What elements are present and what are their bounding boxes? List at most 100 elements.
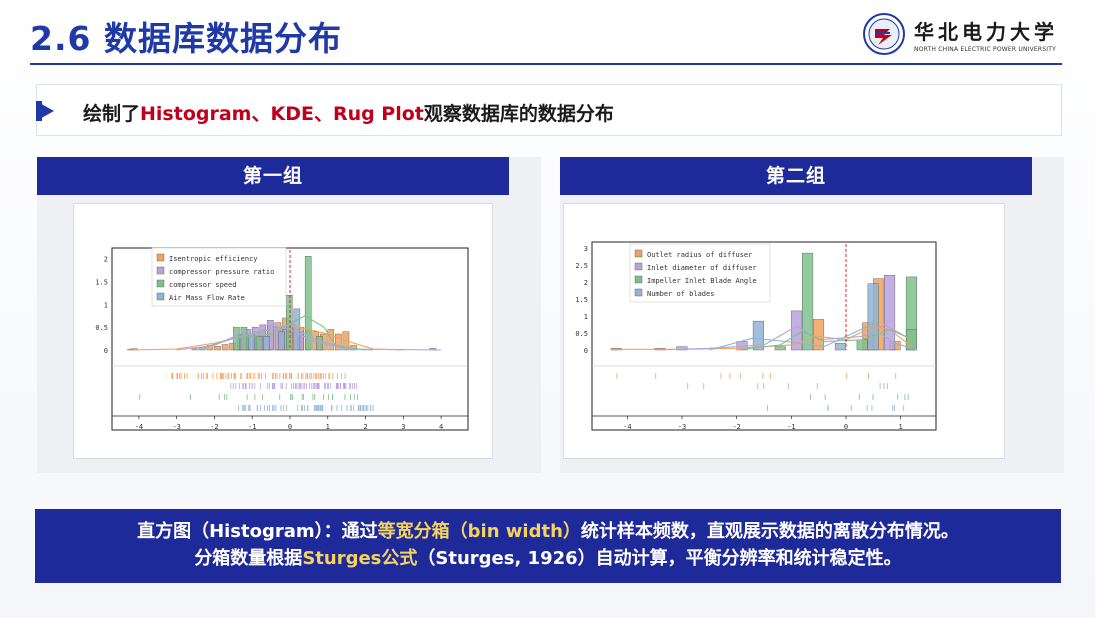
x-tick-label: 4 — [439, 423, 443, 431]
histogram-bar — [240, 326, 248, 351]
y-tick-label: 0 — [104, 347, 108, 355]
kde-line — [195, 324, 374, 351]
university-logo: 华北电力大学 NORTH CHINA ELECTRIC POWER UNIVER… — [862, 12, 1062, 58]
legend-label: Isentropic efficiency — [169, 255, 258, 263]
x-tick-label: 3 — [401, 423, 405, 431]
x-tick-label: -2 — [210, 423, 218, 431]
y-tick-label: 3 — [584, 245, 588, 253]
histogram-bar — [884, 274, 896, 351]
histogram-bar — [867, 283, 879, 351]
chart-frame — [111, 247, 469, 431]
group1-panel: 第一组 0 0.5 1 1.5 2 -4 -3 -2 -1 0 1 2 3 4 Isentropic eff… — [37, 157, 541, 473]
legend-label: Air Mass Flow Rate — [169, 294, 245, 302]
explanation-1c: 统计样本频数，直观展示数据的离散分布情况。 — [580, 521, 959, 542]
explanation-box: 直方图（Histogram）：通过等宽分箱（bin width）统计样本频数，直… — [35, 509, 1061, 583]
x-tick-label: 0 — [844, 423, 848, 431]
x-tick-label: 2 — [363, 423, 367, 431]
group2-figure: 0 0.5 1 1.5 2 2.5 3 -4 -3 -2 -1 0 1 Outlet radius of … — [563, 203, 1005, 459]
legend-swatch — [156, 279, 165, 288]
subtitle-highlight: Histogram、KDE、Rug Plot — [140, 103, 424, 125]
histogram-bar — [752, 320, 764, 351]
legend-box — [151, 247, 287, 307]
histogram-bar — [304, 256, 312, 351]
legend-swatch — [634, 262, 643, 271]
explanation-line-2: 分箱数量根据Sturges公式（Sturges, 1926）自动计算，平衡分辨率… — [35, 545, 1061, 572]
histogram-bar — [791, 310, 803, 351]
histogram-bar — [255, 336, 263, 351]
x-tick-label: -3 — [172, 423, 180, 431]
histogram-bar — [267, 320, 274, 351]
legend-swatch — [634, 275, 643, 284]
y-tick-label: 2 — [584, 279, 588, 287]
y-tick-label: 0.5 — [575, 330, 588, 338]
subtitle-suffix: 观察数据库的数据分布 — [423, 103, 614, 125]
histogram-bar — [856, 339, 868, 351]
group2-chart: 0 0.5 1 1.5 2 2.5 3 -4 -3 -2 -1 0 1 Outlet radius of … — [575, 241, 937, 431]
x-tick-label: -4 — [623, 423, 631, 431]
histogram-bar — [278, 331, 285, 351]
legend-swatch — [156, 253, 165, 262]
x-tick-label: -1 — [787, 423, 795, 431]
y-tick-label: 1 — [104, 301, 108, 309]
page-title: 2.6 数据库数据分布 — [30, 19, 342, 58]
kde-line — [736, 329, 918, 351]
x-tick-label: 0 — [288, 423, 292, 431]
subtitle-prefix: 绘制了 — [83, 103, 141, 125]
explanation-2c: （Sturges, 1926）自动计算，平衡分辨率和统计稳定性。 — [417, 548, 902, 569]
university-emblem-icon — [863, 13, 905, 55]
subtitle-arrow-icon — [36, 101, 54, 121]
x-tick-label: -3 — [678, 423, 686, 431]
explanation-line-1: 直方图（Histogram）：通过等宽分箱（bin width）统计样本频数，直… — [35, 518, 1061, 545]
subtitle-box: 绘制了Histogram、KDE、Rug Plot观察数据库的数据分布 — [36, 84, 1062, 136]
legend-label: compressor pressure ratio — [169, 268, 274, 276]
chart-frame — [591, 241, 937, 431]
y-tick-label: 1.5 — [95, 278, 108, 286]
group2-header: 第二组 — [560, 157, 1032, 195]
histogram-bar — [335, 333, 342, 351]
y-tick-label: 2 — [104, 256, 108, 264]
histogram-bar — [263, 336, 270, 351]
histogram-bar — [774, 346, 786, 351]
legend-label: Outlet radius of diffuser — [647, 251, 752, 259]
y-tick-label: 1 — [584, 313, 588, 321]
legend-swatch — [156, 292, 165, 301]
explanation-2a: 分箱数量根据 — [194, 548, 303, 569]
logo-chinese-name: 华北电力大学 — [914, 20, 1058, 44]
x-tick-label: -2 — [732, 423, 740, 431]
group1-header: 第一组 — [37, 157, 509, 195]
legend-box — [629, 243, 771, 303]
kde-line — [127, 324, 404, 351]
group1-figure: 0 0.5 1 1.5 2 -4 -3 -2 -1 0 1 2 3 4 Isentropic efficie… — [73, 203, 493, 459]
histogram-bar — [812, 319, 825, 351]
explanation-1a: 直方图（Histogram）：通过 — [137, 521, 378, 542]
kde-line — [709, 325, 918, 351]
x-tick-label: 1 — [326, 423, 330, 431]
legend-label: Impeller Inlet Blade Angle — [647, 277, 757, 285]
explanation-2b: Sturges公式 — [302, 548, 418, 569]
legend-label: compressor speed — [169, 281, 236, 289]
subtitle-text: 绘制了Histogram、KDE、Rug Plot观察数据库的数据分布 — [83, 99, 614, 126]
x-tick-label: -1 — [248, 423, 256, 431]
y-tick-label: 1.5 — [575, 296, 588, 304]
histogram-bar — [214, 346, 221, 351]
legend-swatch — [634, 288, 643, 297]
y-tick-label: 2.5 — [575, 262, 588, 270]
histogram-bar — [802, 252, 814, 351]
legend-swatch — [634, 249, 643, 258]
histogram-bar — [834, 342, 846, 351]
histogram-bar — [327, 329, 335, 351]
legend-swatch — [156, 266, 165, 275]
legend-label: Number of blades — [647, 290, 714, 298]
group2-panel: 第二组 0 0.5 1 1.5 2 2.5 3 -4 -3 -2 -1 0 1 Outlet radius… — [560, 157, 1064, 473]
logo-english-name: NORTH CHINA ELECTRIC POWER UNIVERSITY — [914, 46, 1056, 53]
header-divider — [30, 63, 1062, 65]
histogram-bar — [221, 344, 229, 351]
legend-label: Inlet diameter of diffuser — [647, 264, 757, 272]
explanation-1b: 等宽分箱（bin width） — [377, 521, 581, 542]
histogram-bar — [676, 346, 688, 351]
x-tick-label: -4 — [135, 423, 143, 431]
group1-chart: 0 0.5 1 1.5 2 -4 -3 -2 -1 0 1 2 3 4 Isentropic efficie… — [95, 247, 469, 431]
y-tick-label: 0.5 — [95, 324, 108, 332]
y-tick-label: 0 — [584, 347, 588, 355]
